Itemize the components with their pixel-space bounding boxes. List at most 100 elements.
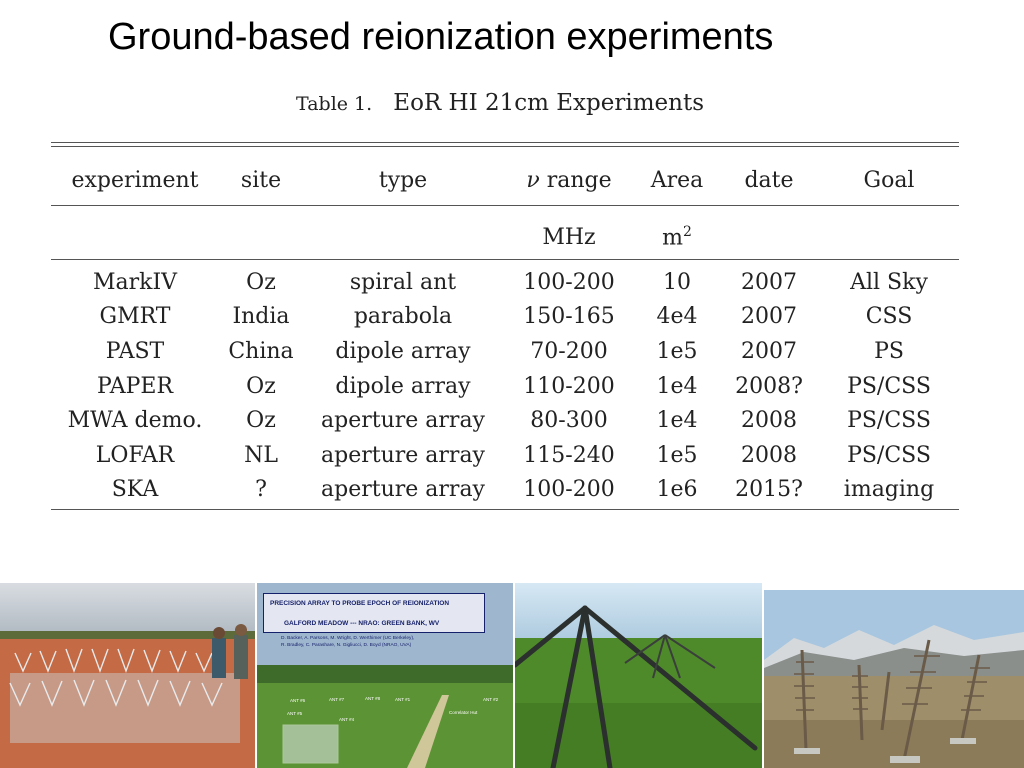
table-row: LOFAR NL aperture array 115-240 1e5 2008 PS/CS… bbox=[51, 438, 959, 473]
cell-goal: PS bbox=[874, 338, 904, 364]
cell-site: Oz bbox=[246, 269, 276, 295]
photo-mwa-array bbox=[0, 583, 255, 768]
cell-date: 2008? bbox=[735, 373, 803, 399]
unit-mhz: MHz bbox=[542, 225, 596, 250]
cell-date: 2007 bbox=[741, 338, 797, 364]
correlator-hut-label: Correlator Hut bbox=[449, 710, 478, 715]
cell-type: aperture array bbox=[321, 408, 485, 434]
unit-cell bbox=[219, 204, 303, 259]
table-header-rule bbox=[51, 205, 959, 206]
cell-range: 100-200 bbox=[523, 269, 615, 295]
header-range-label: range bbox=[546, 167, 612, 193]
photo-mountain-array-image bbox=[764, 590, 1024, 768]
table-caption: Table 1. EoR HI 21cm Experiments bbox=[0, 90, 1000, 116]
cell-type: aperture array bbox=[321, 477, 485, 503]
cell-goal: PS/CSS bbox=[847, 373, 931, 399]
cell-type: spiral ant bbox=[349, 269, 457, 295]
header-experiment: experiment bbox=[71, 167, 199, 193]
header-range: ν range bbox=[503, 156, 635, 204]
cell-area: 1e5 bbox=[656, 442, 698, 468]
cell-date: 2008 bbox=[741, 442, 797, 468]
photo-dipole-antenna bbox=[515, 583, 762, 768]
ant-label: ANT #6 bbox=[290, 698, 306, 703]
table-top-rule-double bbox=[51, 146, 959, 147]
cell-goal: PS/CSS bbox=[847, 442, 931, 468]
ant-label: ANT #4 bbox=[339, 717, 355, 722]
cell-goal: imaging bbox=[843, 477, 935, 503]
cell-area: 1e4 bbox=[656, 408, 698, 434]
photo-paper-green-bank: PRECISION ARRAY TO PROBE EPOCH OF REIONI… bbox=[257, 583, 513, 768]
paper-sign-line2: GALFORD MEADOW --- NRAO: GREEN BANK, WV bbox=[284, 620, 440, 627]
cell-site: ? bbox=[255, 477, 267, 503]
table-row: GMRT India parabola 150-165 4e4 2007 CSS bbox=[51, 300, 959, 335]
cell-area: 1e4 bbox=[656, 373, 698, 399]
table-bottom-rule bbox=[51, 509, 959, 510]
cell-goal: PS/CSS bbox=[847, 408, 931, 434]
cell-goal: CSS bbox=[865, 304, 913, 330]
table-caption-number: Table 1. bbox=[296, 93, 373, 115]
cell-date: 2007 bbox=[741, 269, 797, 295]
table-caption-text: EoR HI 21cm Experiments bbox=[393, 90, 704, 116]
paper-credits-1: D. Backer, A. Parsons, M. Wright, D. Wer… bbox=[281, 636, 415, 641]
cell-site: NL bbox=[244, 442, 278, 468]
cell-type: parabola bbox=[353, 304, 453, 330]
table-body: MarkIV Oz spiral ant 100-200 10 2007 All Sky GM… bbox=[51, 259, 959, 507]
cell-range: 70-200 bbox=[530, 338, 608, 364]
cell-site: Oz bbox=[246, 408, 276, 434]
unit-area-exponent: 2 bbox=[682, 224, 692, 241]
cell-experiment: MarkIV bbox=[92, 269, 178, 295]
cell-goal: All Sky bbox=[850, 269, 928, 295]
header-site: site bbox=[240, 167, 282, 193]
table-row: MWA demo. Oz aperture array 80-300 1e4 2008 PS… bbox=[51, 403, 959, 438]
unit-cell bbox=[819, 204, 959, 259]
cell-date: 2015? bbox=[735, 477, 803, 503]
slide-title: Ground-based reionization experiments bbox=[108, 16, 774, 58]
header-goal: Goal bbox=[863, 167, 915, 193]
unit-cell bbox=[303, 204, 503, 259]
experiments-table: experiment site type ν range Area date G… bbox=[51, 156, 959, 507]
photo-mwa-array-image bbox=[0, 583, 255, 768]
cell-type: dipole array bbox=[335, 338, 471, 364]
cell-area: 1e6 bbox=[656, 477, 698, 503]
cell-site: India bbox=[232, 304, 290, 330]
cell-type: aperture array bbox=[321, 442, 485, 468]
header-area: Area bbox=[650, 167, 704, 193]
unit-area-base: m bbox=[662, 225, 683, 251]
table-row: MarkIV Oz spiral ant 100-200 10 2007 All Sky bbox=[51, 259, 959, 300]
cell-site: China bbox=[228, 338, 294, 364]
ant-label: ANT #1 bbox=[395, 697, 411, 702]
cell-range: 115-240 bbox=[523, 442, 615, 468]
cell-date: 2008 bbox=[741, 408, 797, 434]
cell-type: dipole array bbox=[335, 373, 471, 399]
photo-dipole-antenna-image bbox=[515, 583, 762, 768]
cell-experiment: GMRT bbox=[99, 304, 171, 330]
nu-symbol: ν bbox=[526, 167, 540, 193]
table-row: PAST China dipole array 70-200 1e5 2007 PS bbox=[51, 334, 959, 369]
paper-sign: PRECISION ARRAY TO PROBE EPOCH OF REIONI… bbox=[263, 593, 485, 633]
ant-label: ANT #5 bbox=[287, 711, 303, 716]
cell-site: Oz bbox=[246, 373, 276, 399]
paper-sign-line1: PRECISION ARRAY TO PROBE EPOCH OF REIONI… bbox=[270, 600, 450, 607]
header-date: date bbox=[744, 167, 794, 193]
cell-experiment: PAST bbox=[105, 338, 165, 364]
unit-area: m2 bbox=[635, 204, 719, 259]
paper-credits-2: R. Bradley, C. Parashare, N. Gigliucci, … bbox=[281, 643, 412, 648]
unit-cell bbox=[719, 204, 819, 259]
ant-label: ANT #7 bbox=[329, 697, 345, 702]
cell-area: 10 bbox=[663, 269, 691, 295]
cell-experiment: SKA bbox=[111, 477, 159, 503]
cell-range: 150-165 bbox=[523, 304, 615, 330]
ant-label: ANT #8 bbox=[365, 696, 381, 701]
cell-area: 1e5 bbox=[656, 338, 698, 364]
unit-cell bbox=[51, 204, 219, 259]
table-units-rule bbox=[51, 259, 959, 260]
ant-label: ANT #2 bbox=[483, 697, 499, 702]
cell-date: 2007 bbox=[741, 304, 797, 330]
cell-range: 110-200 bbox=[523, 373, 615, 399]
photo-strip: PRECISION ARRAY TO PROBE EPOCH OF REIONI… bbox=[0, 583, 1024, 768]
table-row: SKA? aperture array 100-200 1e6 2015? imaging bbox=[51, 473, 959, 508]
cell-area: 4e4 bbox=[656, 304, 698, 330]
photo-mountain-array bbox=[764, 590, 1024, 768]
table-top-rule bbox=[51, 142, 959, 143]
cell-range: 100-200 bbox=[523, 477, 615, 503]
